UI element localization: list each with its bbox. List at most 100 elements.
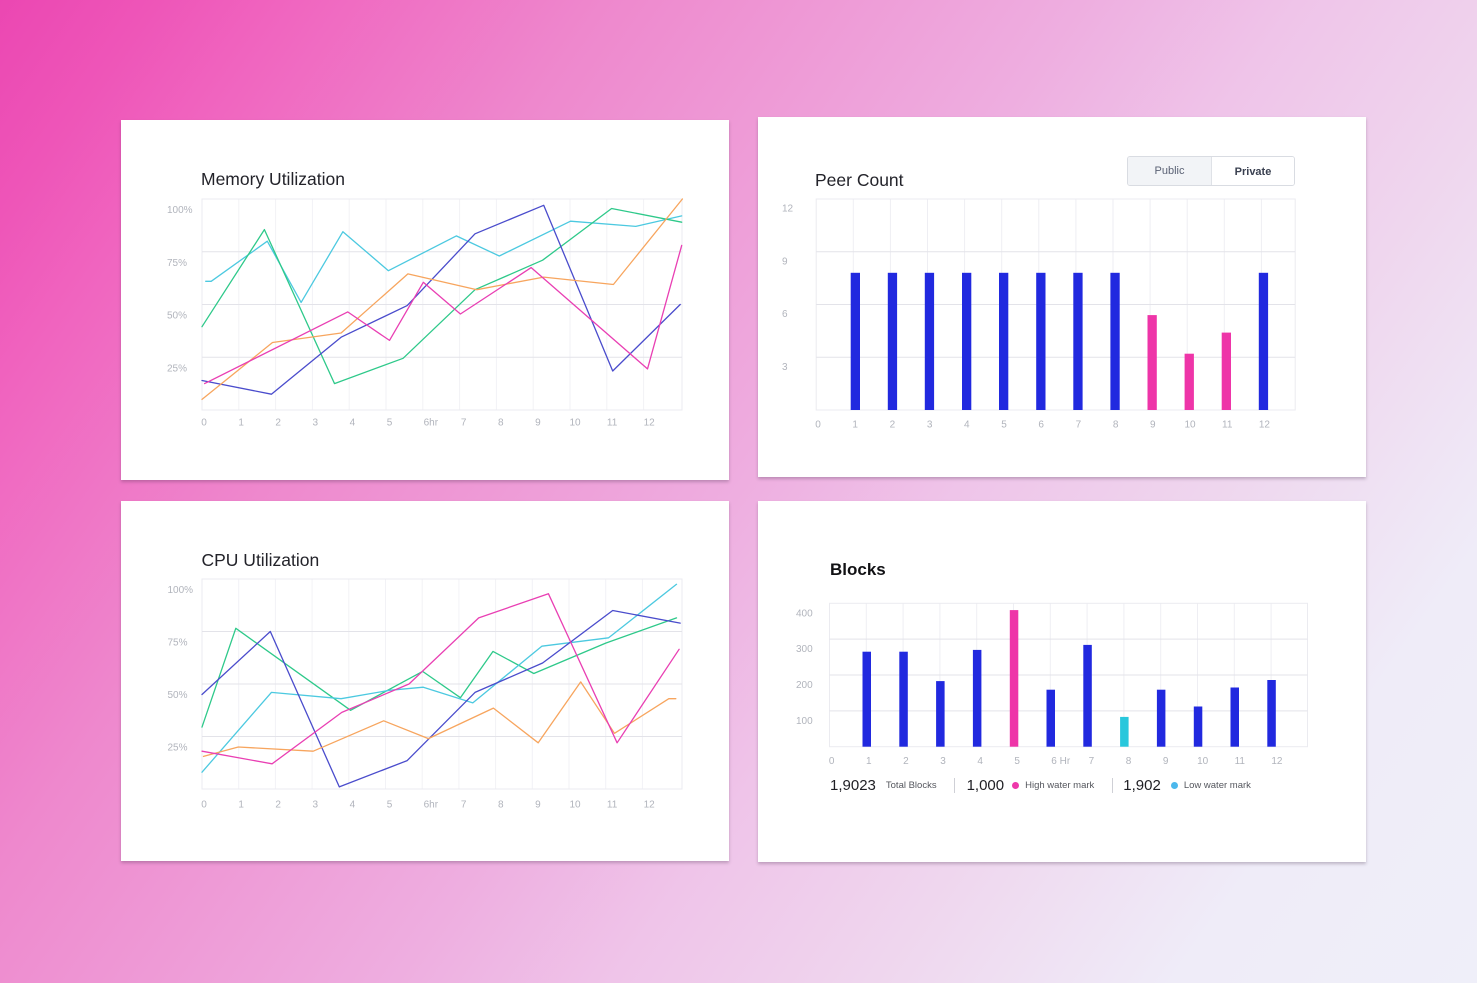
bar-9	[1156, 689, 1166, 747]
bar-2	[887, 272, 898, 410]
cpu-chart-title: CPU Utilization	[201, 550, 320, 570]
stats-divider	[953, 777, 955, 793]
x-axis-label: 6hr	[424, 418, 439, 429]
high-water-mark-dot-icon	[1012, 781, 1020, 789]
line-series-orange	[201, 198, 684, 401]
toggle-private-button[interactable]: Private	[1212, 157, 1294, 185]
line-series-pink	[203, 244, 683, 385]
bar-7	[1083, 644, 1092, 747]
y-axis-label: 75%	[168, 638, 188, 649]
x-axis-label: 8	[498, 418, 504, 429]
low-water-mark-dot-icon	[1170, 781, 1178, 789]
line-series-cyan	[201, 583, 678, 773]
bar-4	[962, 272, 972, 410]
stats-divider	[1112, 777, 1114, 793]
x-axis-label: 1	[238, 800, 244, 811]
line-series-green	[201, 617, 678, 728]
x-axis-label: 3	[940, 756, 946, 767]
line-series-indigo	[201, 609, 681, 788]
x-axis-label: 10	[569, 418, 581, 429]
memory-utilization-card: Memory Utilization 100% 75% 50% 25% 0 1 2 3 4 5 6h…	[121, 120, 729, 480]
y-axis-label: 200	[796, 680, 813, 691]
total-blocks-label: Total Blocks	[885, 779, 937, 791]
x-axis-label: 9	[1163, 756, 1169, 767]
x-axis-label: 6hr	[424, 800, 439, 811]
x-axis-label: 2	[275, 418, 281, 429]
x-axis-label: 0	[815, 420, 821, 431]
line-series-pink	[201, 593, 680, 765]
x-axis-label: 0	[201, 800, 207, 811]
x-axis-label: 9	[535, 418, 541, 429]
cpu-utilization-card: CPU Utilization 100% 75% 50% 25% 0 1 2 3 4 5 6hr 7 8…	[121, 501, 729, 861]
bar-3	[936, 681, 945, 747]
peer-count-card: Peer Count Public Private 12 9 6 3 0 1 2 3 4 5 6 7 8…	[758, 117, 1366, 477]
x-axis-label: 4	[977, 756, 983, 767]
x-axis-label: 7	[1076, 420, 1082, 431]
x-axis-label: 3	[313, 418, 319, 429]
memory-line-chart: 100%75%50%25%0 1 2 3 4 5 6hr 7 8 9 10 11 12	[167, 198, 684, 429]
y-axis-label: 50%	[168, 690, 188, 701]
y-axis-label: 12	[782, 204, 794, 215]
y-axis-label: 400	[796, 608, 813, 619]
line-series-cyan	[205, 215, 683, 304]
bar-11	[1221, 332, 1231, 410]
bar-1	[850, 272, 860, 410]
peer-chart-title: Peer Count	[815, 169, 904, 190]
x-axis-label: 1	[866, 756, 872, 767]
y-axis-label: 100	[796, 716, 813, 727]
blocks-chart-title: Blocks	[830, 560, 886, 580]
x-axis-label: 4	[350, 800, 356, 811]
low-water-mark-label: Low water mark	[1183, 779, 1251, 791]
y-axis-label: 75%	[167, 258, 187, 269]
public-private-toggle: Public Private	[1127, 156, 1295, 186]
x-axis-label: 11	[607, 800, 618, 811]
x-axis-label: 11	[1235, 756, 1246, 767]
x-axis-label: 10	[1197, 756, 1209, 767]
bar-6	[1046, 689, 1055, 747]
toggle-public-button[interactable]: Public	[1128, 157, 1212, 185]
x-axis-label: 7	[461, 800, 467, 811]
x-axis-label: 2	[890, 420, 896, 431]
x-axis-label: 12	[1271, 756, 1283, 767]
bar-12	[1258, 272, 1269, 410]
x-axis-label: 12	[644, 418, 656, 429]
bar-9	[1147, 315, 1157, 410]
y-axis-label: 100%	[167, 205, 193, 216]
x-axis-label: 8	[498, 800, 504, 811]
x-axis-label: 4	[350, 418, 356, 429]
bar-8	[1120, 716, 1129, 747]
y-axis-label: 300	[796, 644, 813, 655]
bar-5	[999, 272, 1009, 410]
bar-10	[1184, 353, 1194, 410]
x-axis-label: 5	[387, 800, 393, 811]
x-axis-label: 5	[387, 418, 393, 429]
x-axis-label: 12	[1259, 420, 1271, 431]
x-axis-label: 11	[607, 418, 618, 429]
x-axis-label: 2	[903, 756, 909, 767]
bar-2	[899, 651, 908, 747]
y-axis-label: 3	[782, 362, 788, 373]
total-blocks-value: 1,9023	[830, 776, 876, 794]
bar-10	[1193, 706, 1203, 747]
x-axis-label: 3	[313, 800, 319, 811]
high-water-mark-label: High water mark	[1025, 779, 1095, 791]
y-axis-label: 50%	[167, 311, 187, 322]
x-axis-label: 8	[1113, 420, 1119, 431]
y-axis-label: 100%	[168, 585, 194, 596]
x-axis-label: 7	[1089, 756, 1095, 767]
bar-3	[924, 272, 935, 410]
bar-11	[1230, 687, 1239, 747]
x-axis-label: 0	[829, 756, 835, 767]
x-axis-label: 1	[852, 420, 858, 431]
line-series-green	[201, 207, 683, 385]
bar-6	[1036, 272, 1046, 410]
x-axis-label: 0	[201, 418, 207, 429]
bar-4	[972, 649, 982, 747]
cpu-line-chart: 100%75%50%25%0 1 2 3 4 5 6hr 7 8 9 10 11 12	[168, 578, 683, 811]
blocks-stats-row: 1,9023 Total Blocks 1,000 High water mar…	[830, 775, 1251, 795]
y-axis-label: 25%	[167, 363, 187, 374]
x-axis-label: 9	[535, 800, 541, 811]
x-axis-label: 2	[275, 800, 281, 811]
x-axis-label: 3	[927, 420, 933, 431]
